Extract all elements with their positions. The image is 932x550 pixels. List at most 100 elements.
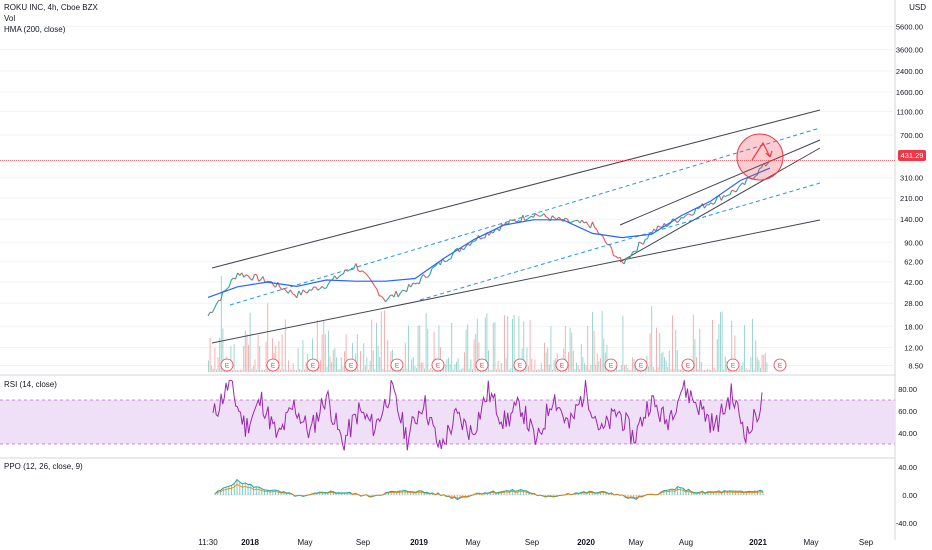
earnings-marker-label: E (609, 363, 614, 370)
price-segment (638, 241, 642, 244)
price-segment (619, 257, 623, 263)
volume-bar (662, 351, 664, 372)
highlight-circle[interactable] (736, 133, 784, 181)
price-segment (564, 217, 568, 220)
price-segment (522, 214, 526, 221)
rsi-legend[interactable]: RSI (14, close) (4, 380, 57, 389)
volume-bar (289, 369, 291, 372)
earnings-marker-label: E (436, 363, 441, 370)
volume-bar (723, 369, 725, 372)
price-segment (712, 202, 716, 205)
volume-bar (476, 318, 478, 372)
earnings-marker-label: E (271, 363, 276, 370)
volume-bar (465, 329, 467, 372)
volume-bar (409, 369, 411, 372)
volume-legend[interactable]: Vol (4, 14, 16, 23)
volume-bar (470, 359, 472, 372)
volume-bar (275, 345, 277, 372)
y-tick-label: 3600.00 (896, 46, 923, 55)
price-segment (608, 244, 613, 249)
price-segment (382, 297, 386, 303)
price-segment (289, 289, 293, 295)
price-segment (395, 290, 399, 298)
volume-bar (766, 362, 768, 372)
price-segment (571, 220, 574, 223)
earnings-marker-label: E (480, 363, 485, 370)
volume-bar (752, 318, 753, 372)
x-tick-label: May (803, 538, 818, 547)
price-segment (412, 282, 416, 285)
ppo-legend[interactable]: PPO (12, 26, close, 9) (4, 462, 83, 471)
price-segment (292, 293, 295, 296)
volume-bar (372, 350, 374, 372)
volume-bar (244, 330, 246, 372)
volume-bar (320, 360, 321, 372)
price-segment (327, 280, 332, 285)
volume-bar (420, 362, 422, 372)
volume-bar (572, 350, 574, 372)
price-segment (761, 162, 765, 168)
arrow-annotation (751, 141, 773, 161)
volume-bar (632, 357, 633, 372)
price-segment (759, 167, 762, 170)
price-segment (406, 284, 410, 293)
channel-line (619, 147, 821, 263)
earnings-marker-label: E (778, 363, 783, 370)
volume-bar (680, 369, 681, 372)
price-segment (380, 295, 384, 299)
volume-bar (384, 310, 385, 372)
volume-bar (536, 369, 537, 372)
volume-bar (673, 369, 675, 372)
earnings-marker (475, 358, 489, 372)
channel-lines[interactable] (211, 109, 821, 344)
volume-bar (716, 339, 718, 372)
hma-legend[interactable]: HMA (200, close) (4, 25, 66, 34)
volume-bar (360, 350, 361, 372)
price-segment (714, 197, 718, 203)
earnings-marker (513, 358, 527, 372)
volume-bar (208, 360, 209, 372)
volume-bar (468, 368, 470, 372)
volume-bar (584, 363, 585, 372)
volume-bar (622, 315, 624, 372)
volume-bar (209, 337, 211, 372)
volume-bar (664, 357, 665, 372)
price-segment (228, 279, 232, 287)
volume-bar (235, 369, 237, 372)
price-segment (410, 282, 414, 288)
volume-bar (713, 367, 715, 372)
volume-bar (452, 369, 454, 372)
volume-bar (534, 359, 536, 372)
symbol-title[interactable]: ROKU INC, 4h, Cboe BZX (4, 3, 98, 12)
price-segment (729, 190, 733, 196)
price-segment (611, 248, 615, 257)
volume-bar (302, 340, 304, 372)
price-segment (251, 274, 255, 281)
volume-bar (537, 368, 539, 372)
y-tick-label: 1600.00 (896, 88, 923, 97)
volume-bar (233, 343, 235, 372)
volume-bar (342, 366, 344, 372)
volume-bar (566, 368, 568, 372)
volume-bar (254, 359, 256, 372)
price-segment (725, 194, 729, 197)
price-segment (345, 269, 348, 272)
volume-bar (606, 344, 608, 372)
volume-bar (692, 314, 694, 372)
volume-bar (422, 362, 424, 372)
volume-bar (390, 351, 392, 372)
volume-bar (379, 356, 381, 372)
volume-bar (724, 356, 726, 372)
volume-bar (240, 369, 241, 372)
x-tick-label: 2020 (577, 538, 595, 547)
price-segment (262, 276, 266, 283)
volume-bar (380, 311, 382, 372)
volume-bar (627, 368, 629, 372)
volume-bar (763, 354, 765, 372)
volume-bar (411, 359, 413, 372)
volume-bar (675, 330, 677, 372)
price-segment (646, 232, 651, 239)
